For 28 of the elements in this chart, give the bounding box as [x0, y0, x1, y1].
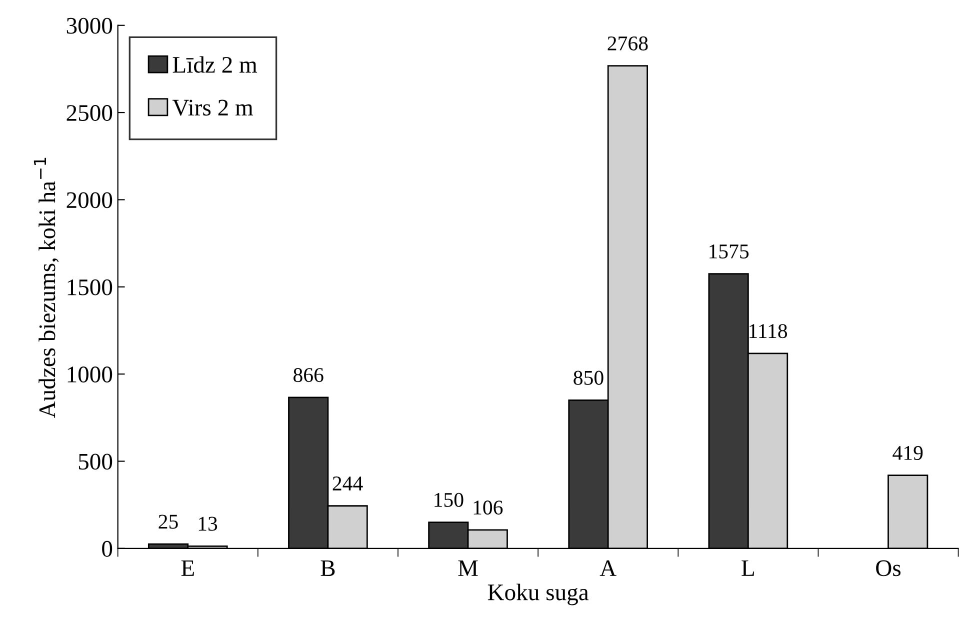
x-tick-label: M: [458, 560, 478, 576]
y-tick-label: 1500: [68, 279, 112, 296]
data-label: 850: [574, 370, 604, 385]
data-label: 150: [434, 492, 464, 507]
legend-label: Virs 2 m: [172, 100, 254, 116]
x-axis-title: Koku suga: [488, 584, 589, 606]
data-label: 419: [892, 446, 923, 460]
data-label: 25: [158, 514, 178, 529]
y-tick-label: 3000: [66, 18, 112, 34]
y-tick-label: 2000: [66, 192, 112, 208]
data-label: 106: [474, 500, 503, 515]
y-tick-label: 500: [78, 454, 112, 470]
y-tick-label: 2500: [66, 105, 112, 121]
data-label: 13: [198, 516, 218, 531]
x-tick-label: E: [181, 560, 194, 576]
x-tick-label: Os: [876, 560, 900, 576]
data-label: 2768: [608, 36, 648, 50]
data-label: 1118: [750, 324, 788, 338]
data-label: 244: [332, 476, 363, 490]
x-tick-label: B: [320, 560, 335, 576]
legend-label: Līdz 2 m: [172, 56, 258, 73]
x-tick-label: A: [600, 560, 616, 576]
y-tick-label: 0: [102, 540, 112, 557]
data-label: 1575: [710, 244, 749, 258]
data-label: 866: [294, 368, 324, 382]
y-axis-title: Audzes biezums, koki ha$^{−1}$: [34, 158, 59, 418]
y-tick-label: 1000: [68, 366, 112, 382]
x-tick-label: L: [742, 560, 754, 576]
